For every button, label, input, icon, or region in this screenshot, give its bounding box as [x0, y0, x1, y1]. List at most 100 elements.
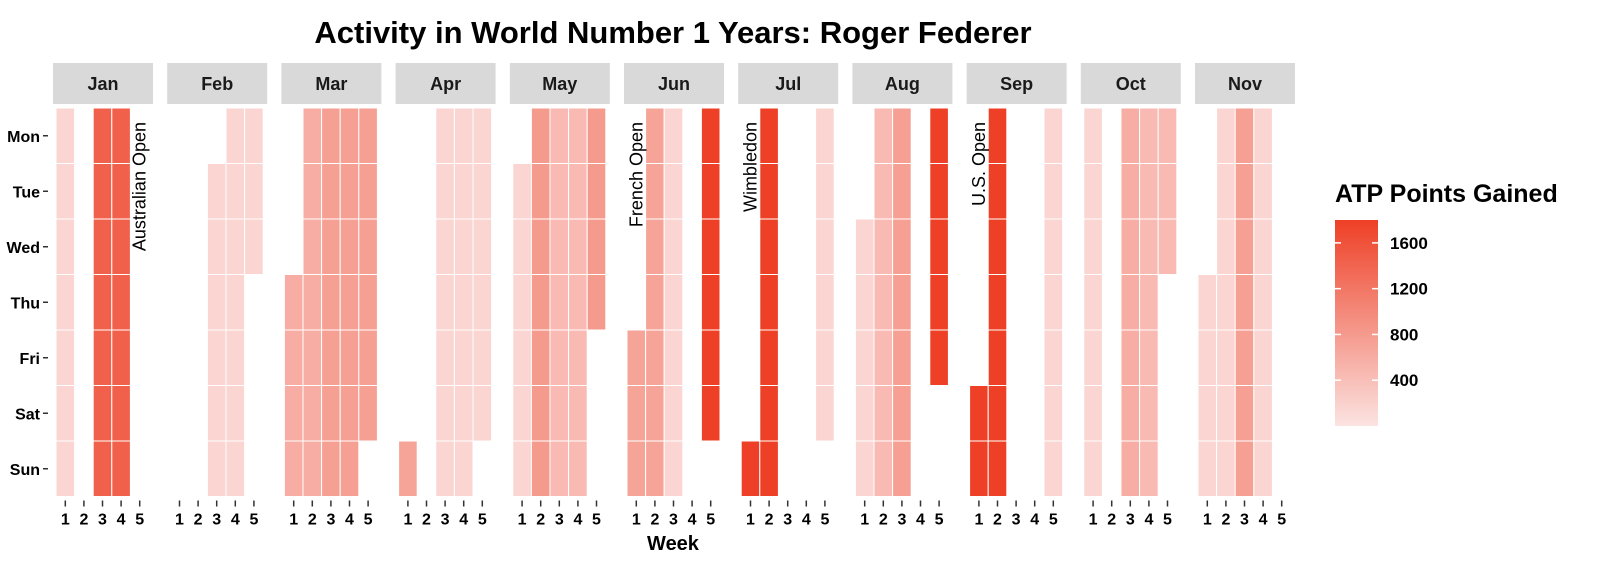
heat-cell — [206, 218, 227, 275]
month-panel-jul: Jul 1 2 3 4 5 — [738, 63, 839, 529]
heat-cell — [892, 107, 912, 164]
heat-cell — [530, 440, 551, 497]
heat-cell — [1043, 107, 1064, 164]
heat-cell — [225, 329, 246, 386]
heat-cell — [321, 218, 341, 275]
heat-cell — [1083, 274, 1103, 331]
heat-cell — [1253, 385, 1273, 442]
heat-cell — [1157, 107, 1178, 164]
heat-cell — [512, 163, 532, 220]
heat-cell — [358, 107, 378, 164]
heat-cell — [55, 163, 76, 220]
day-label-sun: Sun — [10, 462, 40, 479]
annotation-label: French Open — [626, 122, 646, 227]
heat-cell — [586, 163, 607, 220]
week-tick-label: 5 — [706, 512, 715, 529]
week-tick-label: 1 — [403, 512, 412, 529]
heat-cell — [111, 440, 131, 497]
week-tick-label: 2 — [993, 512, 1002, 529]
heat-cell — [1253, 329, 1273, 386]
heat-cell — [92, 385, 113, 442]
heat-cell — [225, 163, 246, 220]
heat-cell — [700, 218, 721, 275]
heat-cell — [358, 274, 378, 331]
heat-cell — [92, 440, 113, 497]
week-tick-label: 3 — [669, 512, 678, 529]
heat-cell — [1043, 440, 1064, 497]
heat-cell — [759, 385, 779, 442]
heat-cell — [339, 385, 360, 442]
heat-cell — [1216, 329, 1236, 386]
heat-cell — [1234, 385, 1255, 442]
heat-cell — [453, 163, 474, 220]
heat-cell — [568, 107, 588, 164]
heat-cell — [1234, 163, 1255, 220]
heat-cell — [740, 440, 761, 497]
week-tick-label: 2 — [1107, 512, 1116, 529]
heat-cell — [663, 329, 684, 386]
heat-cell — [453, 385, 474, 442]
week-tick-label: 2 — [194, 512, 203, 529]
month-panel-mar: Mar 1 2 3 4 5 — [281, 63, 382, 529]
month-panel-oct: Oct 1 2 3 4 5 — [1080, 63, 1181, 529]
heat-cell — [55, 385, 76, 442]
heat-cell — [549, 274, 570, 331]
heat-cell — [225, 107, 246, 164]
heat-cell — [987, 440, 1008, 497]
heat-cell — [453, 329, 474, 386]
facet-strip — [738, 63, 839, 104]
facet-strip-label: Aug — [885, 74, 920, 94]
heat-cell — [892, 274, 912, 331]
week-tick-label: 4 — [345, 512, 354, 529]
week-tick-label: 3 — [1012, 512, 1021, 529]
heat-cell — [759, 329, 779, 386]
heat-cell — [530, 107, 551, 164]
legend-tick-label: 1200 — [1390, 280, 1428, 299]
heat-cell — [1139, 107, 1159, 164]
heat-cell — [453, 218, 474, 275]
heat-cell — [111, 218, 131, 275]
heat-cell — [111, 107, 131, 164]
week-tick-label: 4 — [1030, 512, 1039, 529]
heat-cell — [1083, 218, 1103, 275]
heat-cell — [111, 329, 131, 386]
week-tick-label: 3 — [783, 512, 792, 529]
heat-cell — [1234, 440, 1255, 497]
heat-cell — [663, 218, 684, 275]
legend: ATP Points Gained 1600 1200 800 400 — [1335, 180, 1558, 426]
heat-cell — [302, 107, 323, 164]
heat-cell — [663, 440, 684, 497]
week-tick-label: 2 — [79, 512, 88, 529]
heat-cell — [302, 274, 323, 331]
heat-cell — [645, 218, 665, 275]
day-label-wed: Wed — [7, 240, 40, 257]
heat-cell — [1083, 163, 1103, 220]
heat-cell — [302, 440, 323, 497]
heat-cell — [512, 329, 532, 386]
heat-cell — [206, 274, 227, 331]
week-tick-label: 4 — [231, 512, 240, 529]
facet-strip — [624, 63, 724, 104]
week-tick-label: 1 — [518, 512, 527, 529]
week-tick-label: 1 — [860, 512, 869, 529]
annotation-label: Australian Open — [130, 122, 150, 251]
heat-cell — [700, 107, 721, 164]
heat-cell — [568, 218, 588, 275]
heat-cell — [969, 440, 989, 497]
week-tick-label: 5 — [1163, 512, 1172, 529]
heat-cell — [987, 163, 1008, 220]
heat-cell — [873, 218, 894, 275]
heat-cell — [225, 385, 246, 442]
heat-cell — [987, 329, 1008, 386]
heat-cell — [1216, 107, 1236, 164]
heat-cell — [321, 385, 341, 442]
heat-cell — [1216, 163, 1236, 220]
heat-cell — [358, 329, 378, 386]
week-tick-label: 1 — [974, 512, 983, 529]
heat-cell — [700, 385, 721, 442]
month-panel-sep: Sep 1 2 3 4 5 — [966, 63, 1067, 529]
heat-cell — [55, 440, 76, 497]
annotation-label: U.S. Open — [969, 122, 989, 206]
annotation-label: Wimbledon — [741, 122, 761, 212]
